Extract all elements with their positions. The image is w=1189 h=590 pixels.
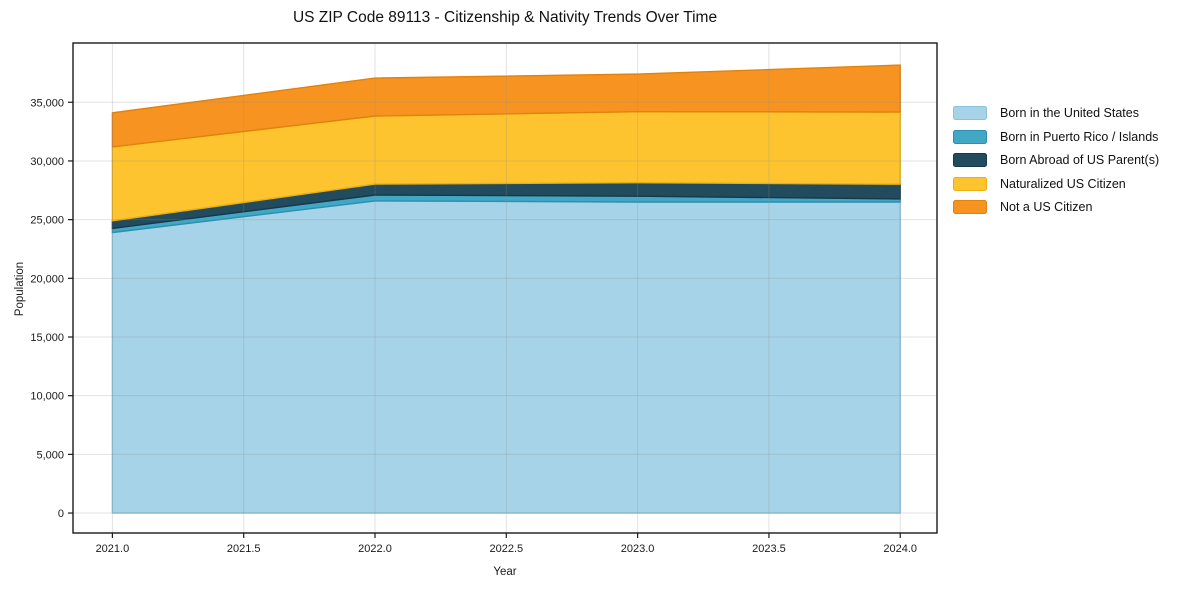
y-tick-label: 15,000 xyxy=(30,332,64,344)
legend-item-born-abroad-of-us-parent-s: Born Abroad of US Parent(s) xyxy=(953,153,1159,167)
legend-swatch xyxy=(953,153,987,167)
legend-item-naturalized-us-citizen: Naturalized US Citizen xyxy=(953,176,1159,191)
x-tick-label: 2023.5 xyxy=(752,543,786,555)
y-tick-label: 0 xyxy=(58,508,64,520)
legend-item-born-in-puerto-rico-islands: Born in Puerto Rico / Islands xyxy=(953,129,1159,144)
area-not-a-us-citizen xyxy=(111,64,901,148)
legend: Born in the United States Born in Puerto … xyxy=(953,106,1159,224)
chart-title: US ZIP Code 89113 - Citizenship & Nativi… xyxy=(292,9,718,26)
legend-label: Born in Puerto Rico / Islands xyxy=(1000,129,1159,144)
x-tick-label: 2022.5 xyxy=(489,543,523,555)
legend-swatch xyxy=(953,129,987,144)
legend-label: Born Abroad of US Parent(s) xyxy=(1000,153,1160,167)
x-tick-label: 2021.0 xyxy=(96,543,130,555)
y-tick-label: 35,000 xyxy=(30,97,64,109)
y-tick-label: 30,000 xyxy=(30,156,64,168)
x-tick-label: 2023.0 xyxy=(621,543,655,555)
axes-box xyxy=(72,42,938,534)
legend-label: Naturalized US Citizen xyxy=(1000,176,1126,191)
legend-label: Born in the United States xyxy=(1000,106,1139,120)
y-tick-label: 20,000 xyxy=(30,273,64,285)
legend-swatch xyxy=(953,176,987,191)
x-tick-label: 2022.0 xyxy=(358,543,392,555)
x-tick-label: 2024.0 xyxy=(883,543,917,555)
y-axis-label: Population xyxy=(14,261,26,317)
legend-swatch xyxy=(953,200,987,214)
x-tick-label: 2021.5 xyxy=(227,543,261,555)
y-tick-label: 25,000 xyxy=(30,215,64,227)
legend-item-not-a-us-citizen: Not a US Citizen xyxy=(953,200,1159,214)
y-tick-label: 5,000 xyxy=(36,449,64,461)
x-axis-label: Year xyxy=(493,566,517,578)
legend-swatch xyxy=(953,106,987,120)
y-tick-label: 10,000 xyxy=(30,391,64,403)
legend-item-born-in-the-united-states: Born in the United States xyxy=(953,106,1159,120)
legend-label: Not a US Citizen xyxy=(1000,200,1093,214)
